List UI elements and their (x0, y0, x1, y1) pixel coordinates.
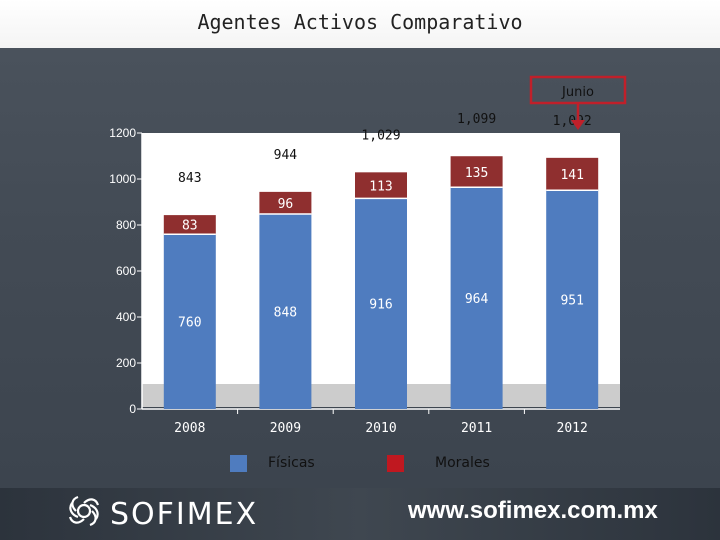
y-tick-label: 1200 (109, 126, 136, 140)
data-label-fisicas: 964 (465, 292, 489, 307)
data-label-morales: 83 (182, 219, 198, 234)
data-label-morales: 141 (560, 168, 583, 183)
legend-label-fisicas: Físicas (268, 455, 315, 471)
bar-fisicas (355, 198, 407, 409)
sofimex-logo-icon (68, 495, 100, 527)
bar-morales (546, 157, 599, 191)
data-label-fisicas: 916 (369, 298, 392, 313)
x-tick-label: 2010 (365, 421, 396, 436)
x-tick-label: 2011 (461, 421, 492, 436)
x-tick-label: 2008 (174, 421, 205, 436)
y-tick-label: 800 (116, 218, 136, 232)
legend-swatch-fisicas (230, 455, 247, 472)
bar-fisicas (163, 234, 216, 409)
bar-chart: 760 83 843 848 96 944 916 113 1,029 964 135 1,099 95… (109, 75, 627, 436)
june-callout-arrowhead (571, 120, 585, 130)
bar-morales (355, 172, 407, 199)
june-callout-label: Junio (561, 85, 594, 100)
data-label-fisicas: 951 (560, 294, 583, 309)
data-label-total: 944 (274, 148, 298, 163)
data-label-total: 843 (178, 171, 201, 186)
x-tick-label: 2012 (557, 421, 588, 436)
bar-morales (450, 156, 503, 188)
data-label-fisicas: 848 (274, 305, 297, 320)
data-label-total: 1,029 (361, 128, 400, 143)
footer-url[interactable]: www.sofimex.com.mx (408, 497, 658, 524)
y-tick-label: 600 (116, 264, 136, 278)
sofimex-logo-text: SOFIMEX (110, 497, 259, 532)
data-label-morales: 135 (465, 166, 488, 181)
y-tick-label: 400 (116, 310, 136, 324)
data-label-morales: 96 (278, 197, 294, 212)
bar-fisicas (259, 213, 312, 409)
y-tick-label: 200 (116, 356, 136, 370)
legend-label-morales: Morales (435, 455, 490, 471)
legend-swatch-morales (387, 455, 404, 472)
data-label-morales: 113 (369, 179, 392, 194)
chart-title: Agentes Activos Comparativo (197, 10, 523, 34)
bar-fisicas (450, 187, 503, 409)
data-label-fisicas: 760 (178, 316, 201, 331)
bar-fisicas (546, 190, 599, 409)
x-tick-label: 2009 (270, 421, 301, 436)
data-label-total: 1,099 (457, 112, 496, 127)
footer (0, 488, 720, 540)
y-tick-label: 0 (129, 402, 136, 416)
bar-morales (259, 191, 312, 214)
bar-morales (163, 215, 216, 235)
y-tick-label: 1000 (109, 172, 136, 186)
title-bar: Agentes Activos Comparativo (0, 0, 720, 49)
